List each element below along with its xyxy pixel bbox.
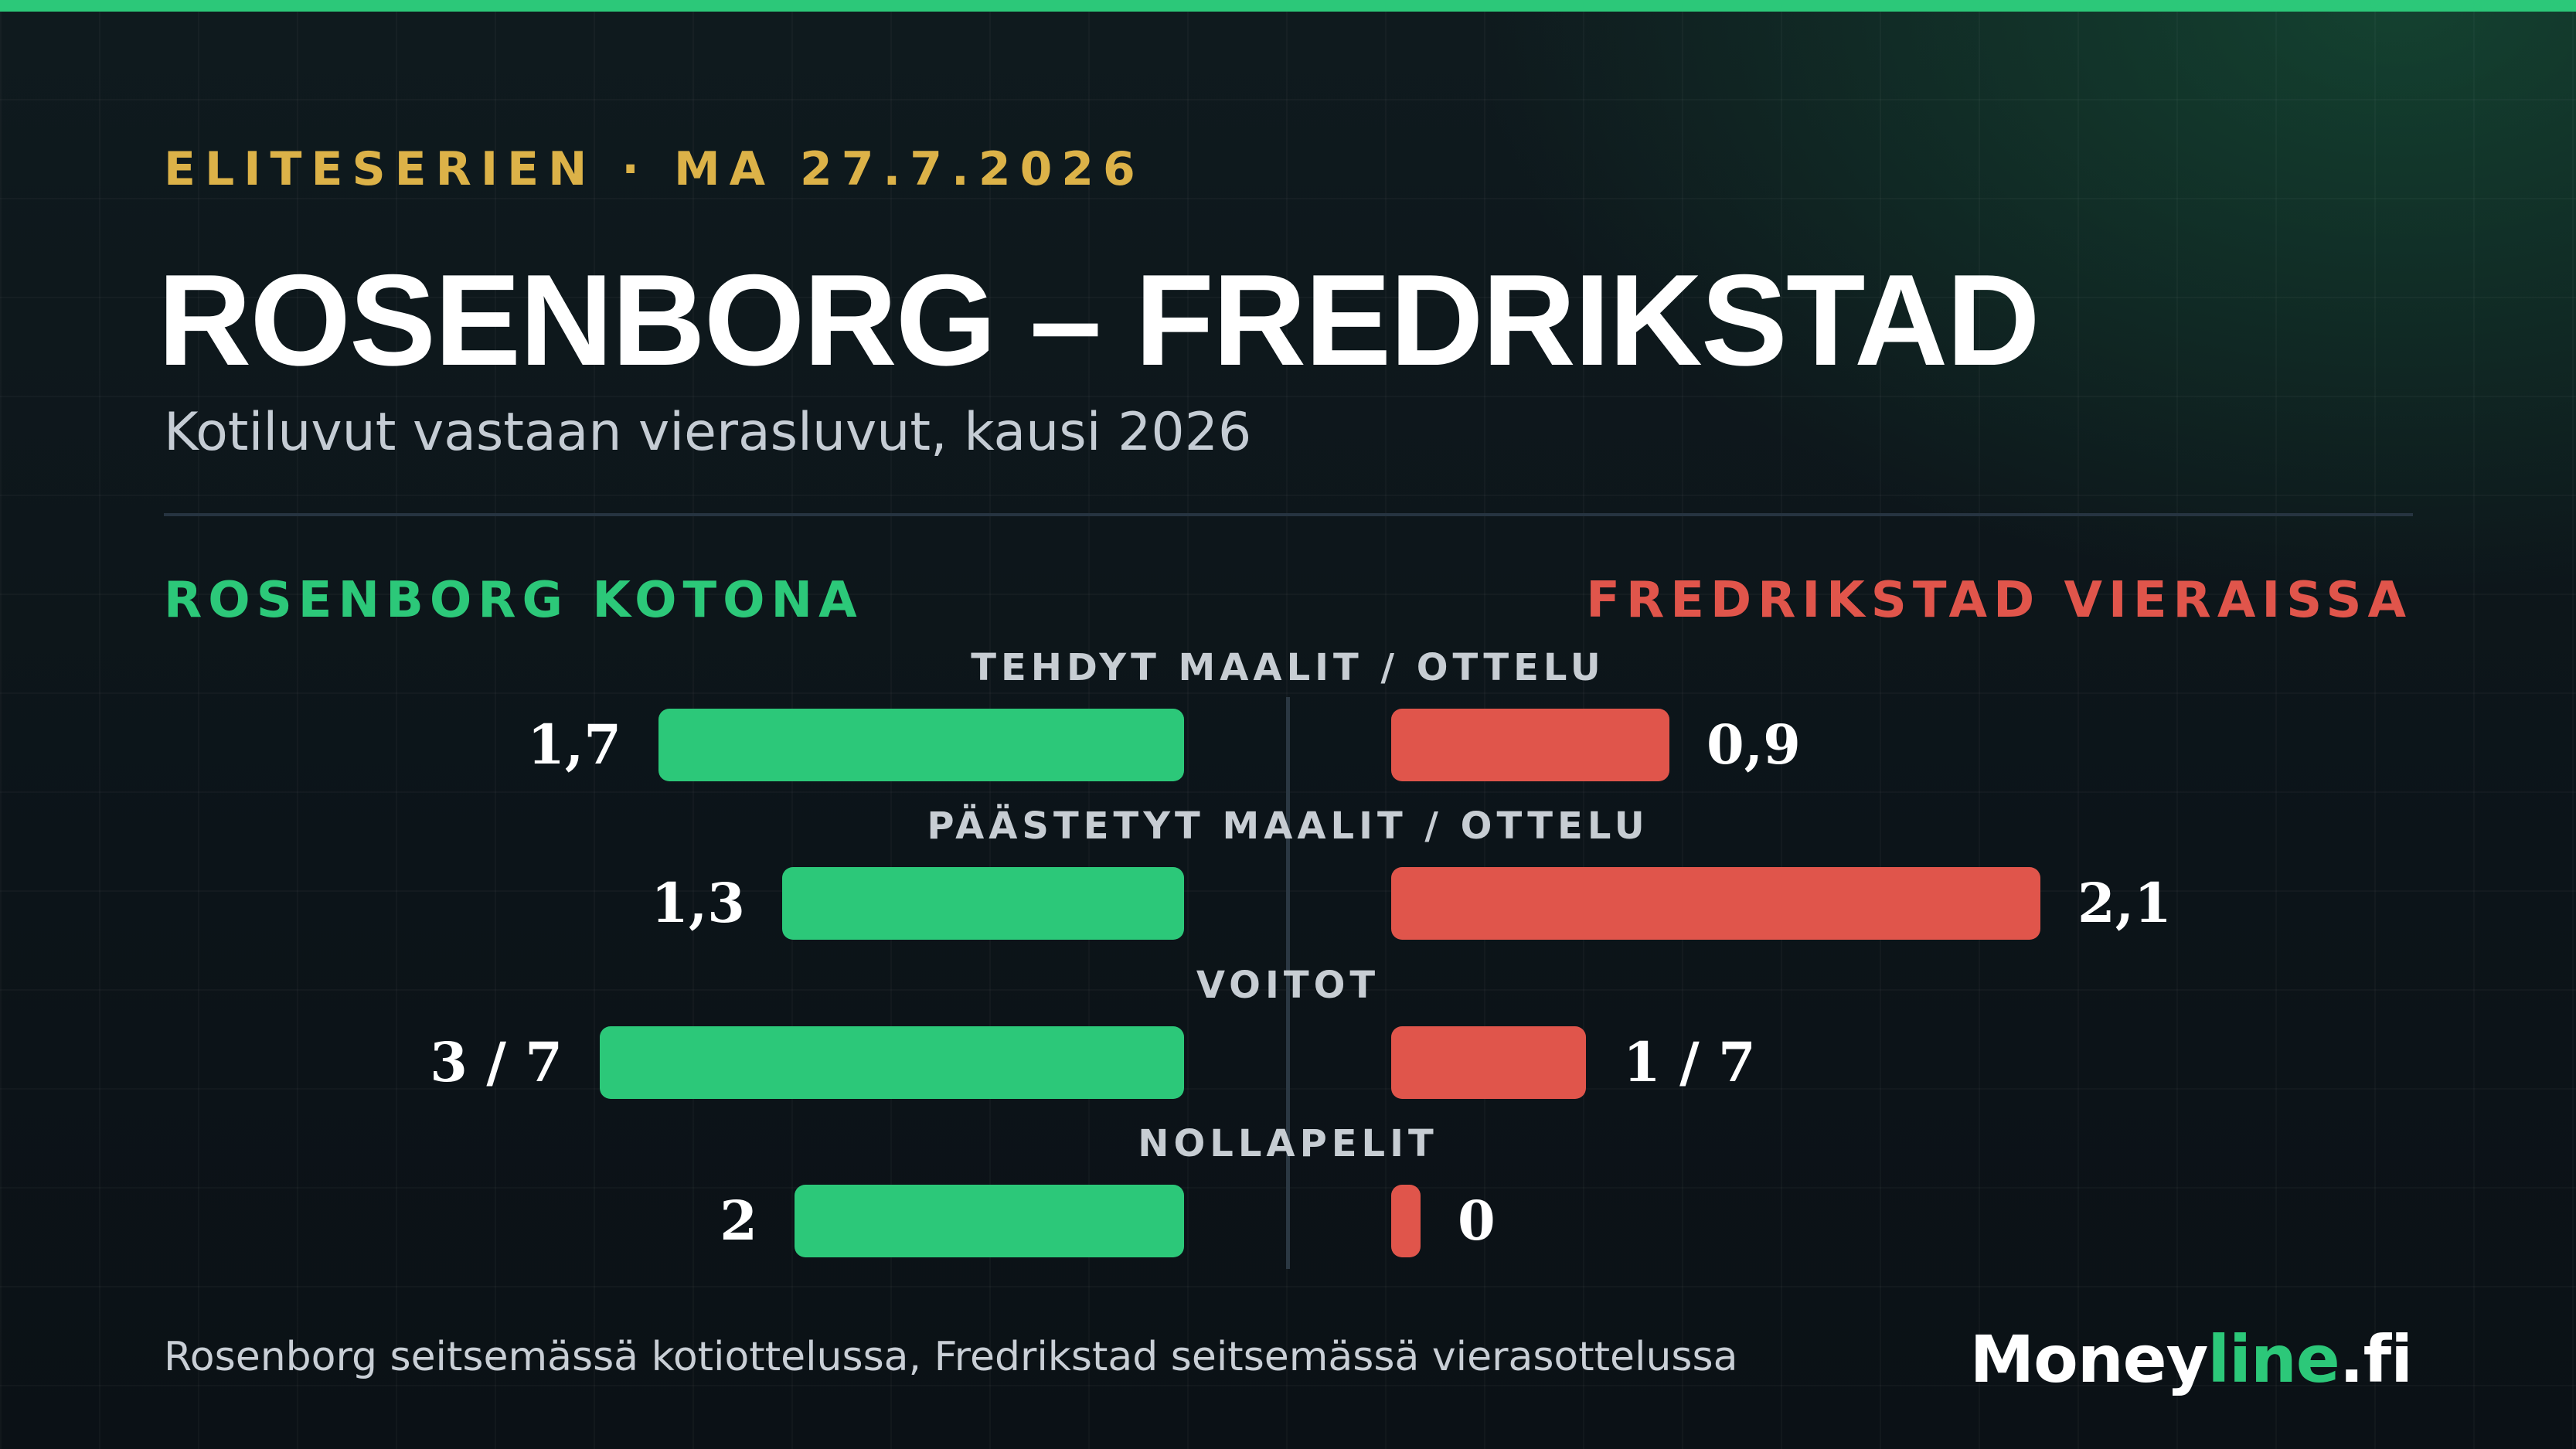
- home-value-label: 2: [720, 1189, 757, 1253]
- home-bar: [782, 867, 1184, 940]
- home-value-label: 1,3: [651, 871, 745, 935]
- home-bar: [795, 1185, 1184, 1257]
- away-value-label: 2,1: [2077, 871, 2172, 935]
- brand-logo-accent: line: [2207, 1321, 2339, 1397]
- brand-logo: Moneyline.fi: [1969, 1321, 2413, 1397]
- header-divider: [164, 513, 2413, 516]
- category-label: PÄÄSTETYT MAALIT / OTTELU: [927, 804, 1649, 848]
- away-side-heading: FREDRIKSTAD VIERAISSA: [1586, 572, 2412, 629]
- category-label: VOITOT: [1196, 964, 1380, 1007]
- match-subtitle: Kotiluvut vastaan vierasluvut, kausi 202…: [164, 402, 1252, 463]
- footnote: Rosenborg seitsemässä kotiottelussa, Fre…: [164, 1334, 1738, 1380]
- away-value-label: 1 / 7: [1623, 1030, 1756, 1094]
- league-date-eyebrow: ELITESERIEN · MA 27.7.2026: [164, 142, 1145, 196]
- top-accent-bar: [0, 0, 2576, 12]
- brand-logo-main: Money: [1969, 1321, 2209, 1397]
- away-bar: [1391, 867, 2040, 940]
- away-value-label: 0,9: [1707, 713, 1801, 777]
- home-side-heading: ROSENBORG KOTONA: [164, 572, 863, 629]
- center-axis-line: [1286, 697, 1290, 1269]
- away-bar: [1391, 1026, 1586, 1099]
- home-bar: [600, 1026, 1184, 1099]
- away-bar: [1391, 709, 1669, 781]
- brand-logo-tld: .fi: [2339, 1321, 2413, 1397]
- home-value-label: 3 / 7: [430, 1030, 563, 1094]
- away-value-label: 0: [1458, 1189, 1496, 1253]
- category-label: TEHDYT MAALIT / OTTELU: [971, 646, 1605, 689]
- away-bar: [1391, 1185, 1421, 1257]
- match-title: ROSENBORG – FREDRIKSTAD: [158, 247, 2040, 393]
- category-label: NOLLAPELIT: [1138, 1122, 1438, 1165]
- home-bar: [658, 709, 1184, 781]
- home-value-label: 1,7: [527, 713, 621, 777]
